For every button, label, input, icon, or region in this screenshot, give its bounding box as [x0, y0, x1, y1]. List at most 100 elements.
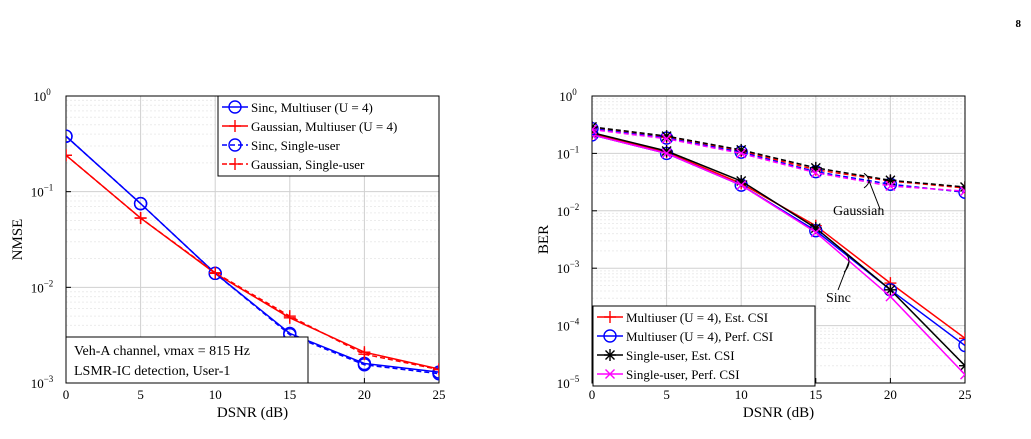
legend-label: Single-user, Est. CSI — [626, 348, 735, 363]
sinc-label: Sinc — [826, 291, 851, 306]
sinc-pointer — [837, 261, 850, 291]
y-axis-label: NMSE — [10, 219, 26, 261]
series-7-point-b — [810, 167, 821, 178]
y-tick-label: 10−5 — [557, 374, 580, 391]
legend-marker — [605, 369, 615, 379]
annotation-text: LSMR-IC detection, User-1 — [74, 364, 230, 379]
y-tick-label: 10−1 — [31, 183, 54, 200]
series-6-point-b — [592, 121, 597, 128]
series-1-point — [592, 128, 599, 142]
series-2-point — [432, 367, 439, 381]
series-layer — [66, 129, 439, 381]
legend-marker-b — [605, 369, 615, 379]
y-tick-base: 10 — [31, 280, 44, 295]
y-tick-exp: −2 — [44, 278, 54, 288]
y-tick-base: 10 — [557, 146, 570, 161]
y-tick-exp: −5 — [570, 374, 580, 384]
x-tick-label: 0 — [589, 387, 596, 402]
series-3-point-b — [736, 180, 747, 191]
series-7-point — [592, 124, 597, 135]
y-tick-exp: −1 — [570, 144, 580, 154]
legend-marker — [604, 349, 616, 361]
y-tick-label: 100 — [559, 87, 577, 104]
series-3-point — [661, 148, 672, 159]
series-line-5 — [592, 127, 965, 194]
series-3-point-b — [661, 148, 672, 159]
series-3-point — [433, 363, 439, 376]
series-line-3 — [66, 154, 439, 371]
series-line-6 — [592, 126, 965, 188]
y-tick-base: 10 — [557, 261, 570, 276]
series-7-point-a — [960, 186, 965, 193]
x-tick-label: 5 — [137, 387, 144, 402]
series-line-3 — [592, 134, 965, 376]
legend-marker — [603, 329, 617, 343]
x-tick-label: 25 — [959, 387, 972, 402]
y-tick-exp: −4 — [570, 317, 580, 327]
series-7-point — [661, 133, 672, 144]
series-3-point — [283, 310, 296, 323]
series-7-point-b — [592, 124, 597, 131]
y-tick-exp: 0 — [572, 87, 577, 97]
y-tick-base: 10 — [559, 89, 572, 104]
y-tick-label: 10−4 — [557, 317, 580, 334]
series-6-point — [884, 174, 897, 187]
legend-marker-b — [605, 350, 615, 360]
series-7-point-b — [661, 133, 672, 144]
series-3-point — [960, 369, 965, 380]
series-line-7 — [592, 128, 965, 192]
series-1-point — [958, 338, 965, 353]
x-tick-label: 10 — [209, 387, 222, 402]
legend-frame — [592, 305, 816, 387]
gaussian-pointer — [868, 180, 881, 210]
series-3-point-a — [592, 133, 597, 140]
series-7-point — [885, 181, 896, 192]
series-line-2 — [66, 135, 439, 375]
x-tick-label: 20 — [358, 387, 371, 402]
annotation-box — [65, 336, 309, 384]
y-tick-base: 10 — [31, 185, 44, 200]
legend-label: Sinc, Multiuser (U = 4) — [251, 100, 373, 115]
series-7-point — [810, 167, 821, 178]
y-tick-label: 10−3 — [31, 374, 54, 391]
y-tick-label: 10−1 — [557, 144, 580, 161]
series-2-point — [133, 196, 148, 211]
legend: Multiuser (U = 4), Est. CSI Multiuser (U … — [592, 305, 816, 387]
x-tick-label: 10 — [735, 387, 748, 402]
series-6-point — [660, 130, 673, 143]
y-tick-base: 10 — [557, 204, 570, 219]
legend-marker — [229, 158, 241, 170]
x-tick-label: 0 — [63, 387, 70, 402]
series-2-point — [66, 129, 73, 143]
series-line-4 — [592, 126, 965, 189]
x-tick-label: 25 — [433, 387, 446, 402]
series-2-point-b — [960, 364, 965, 371]
y-tick-base: 10 — [557, 319, 570, 334]
y-axis-label: BER — [536, 225, 552, 254]
y-tick-label: 10−3 — [557, 259, 580, 276]
series-6-point — [592, 120, 598, 133]
x-tick-label: 20 — [884, 387, 897, 402]
y-tick-exp: −2 — [570, 202, 580, 212]
series-2-point-b — [661, 146, 672, 157]
legend-label: Gaussian, Single-user — [251, 157, 365, 172]
series-7-point-b — [885, 181, 896, 192]
page-number: 8 — [1015, 18, 1022, 30]
x-axis-label: DSNR (dB) — [743, 405, 814, 421]
series-6-point-a — [960, 181, 965, 188]
series-2-point — [959, 359, 965, 372]
legend-marker — [229, 120, 241, 132]
series-3-point — [885, 291, 896, 302]
y-tick-exp: −1 — [44, 183, 54, 193]
y-tick-label: 100 — [33, 87, 51, 104]
series-3-point-a — [960, 369, 965, 376]
y-tick-exp: −3 — [44, 374, 54, 384]
y-tick-exp: −3 — [570, 259, 580, 269]
x-axis-label: DSNR (dB) — [217, 405, 288, 421]
series-3-point — [66, 149, 72, 162]
annotation-text: Veh-A channel, νmax = 815 Hz — [74, 344, 250, 359]
series-2-point — [884, 283, 897, 296]
legend-label: Gaussian, Multiuser (U = 4) — [251, 119, 397, 134]
series-line-2 — [592, 131, 965, 367]
